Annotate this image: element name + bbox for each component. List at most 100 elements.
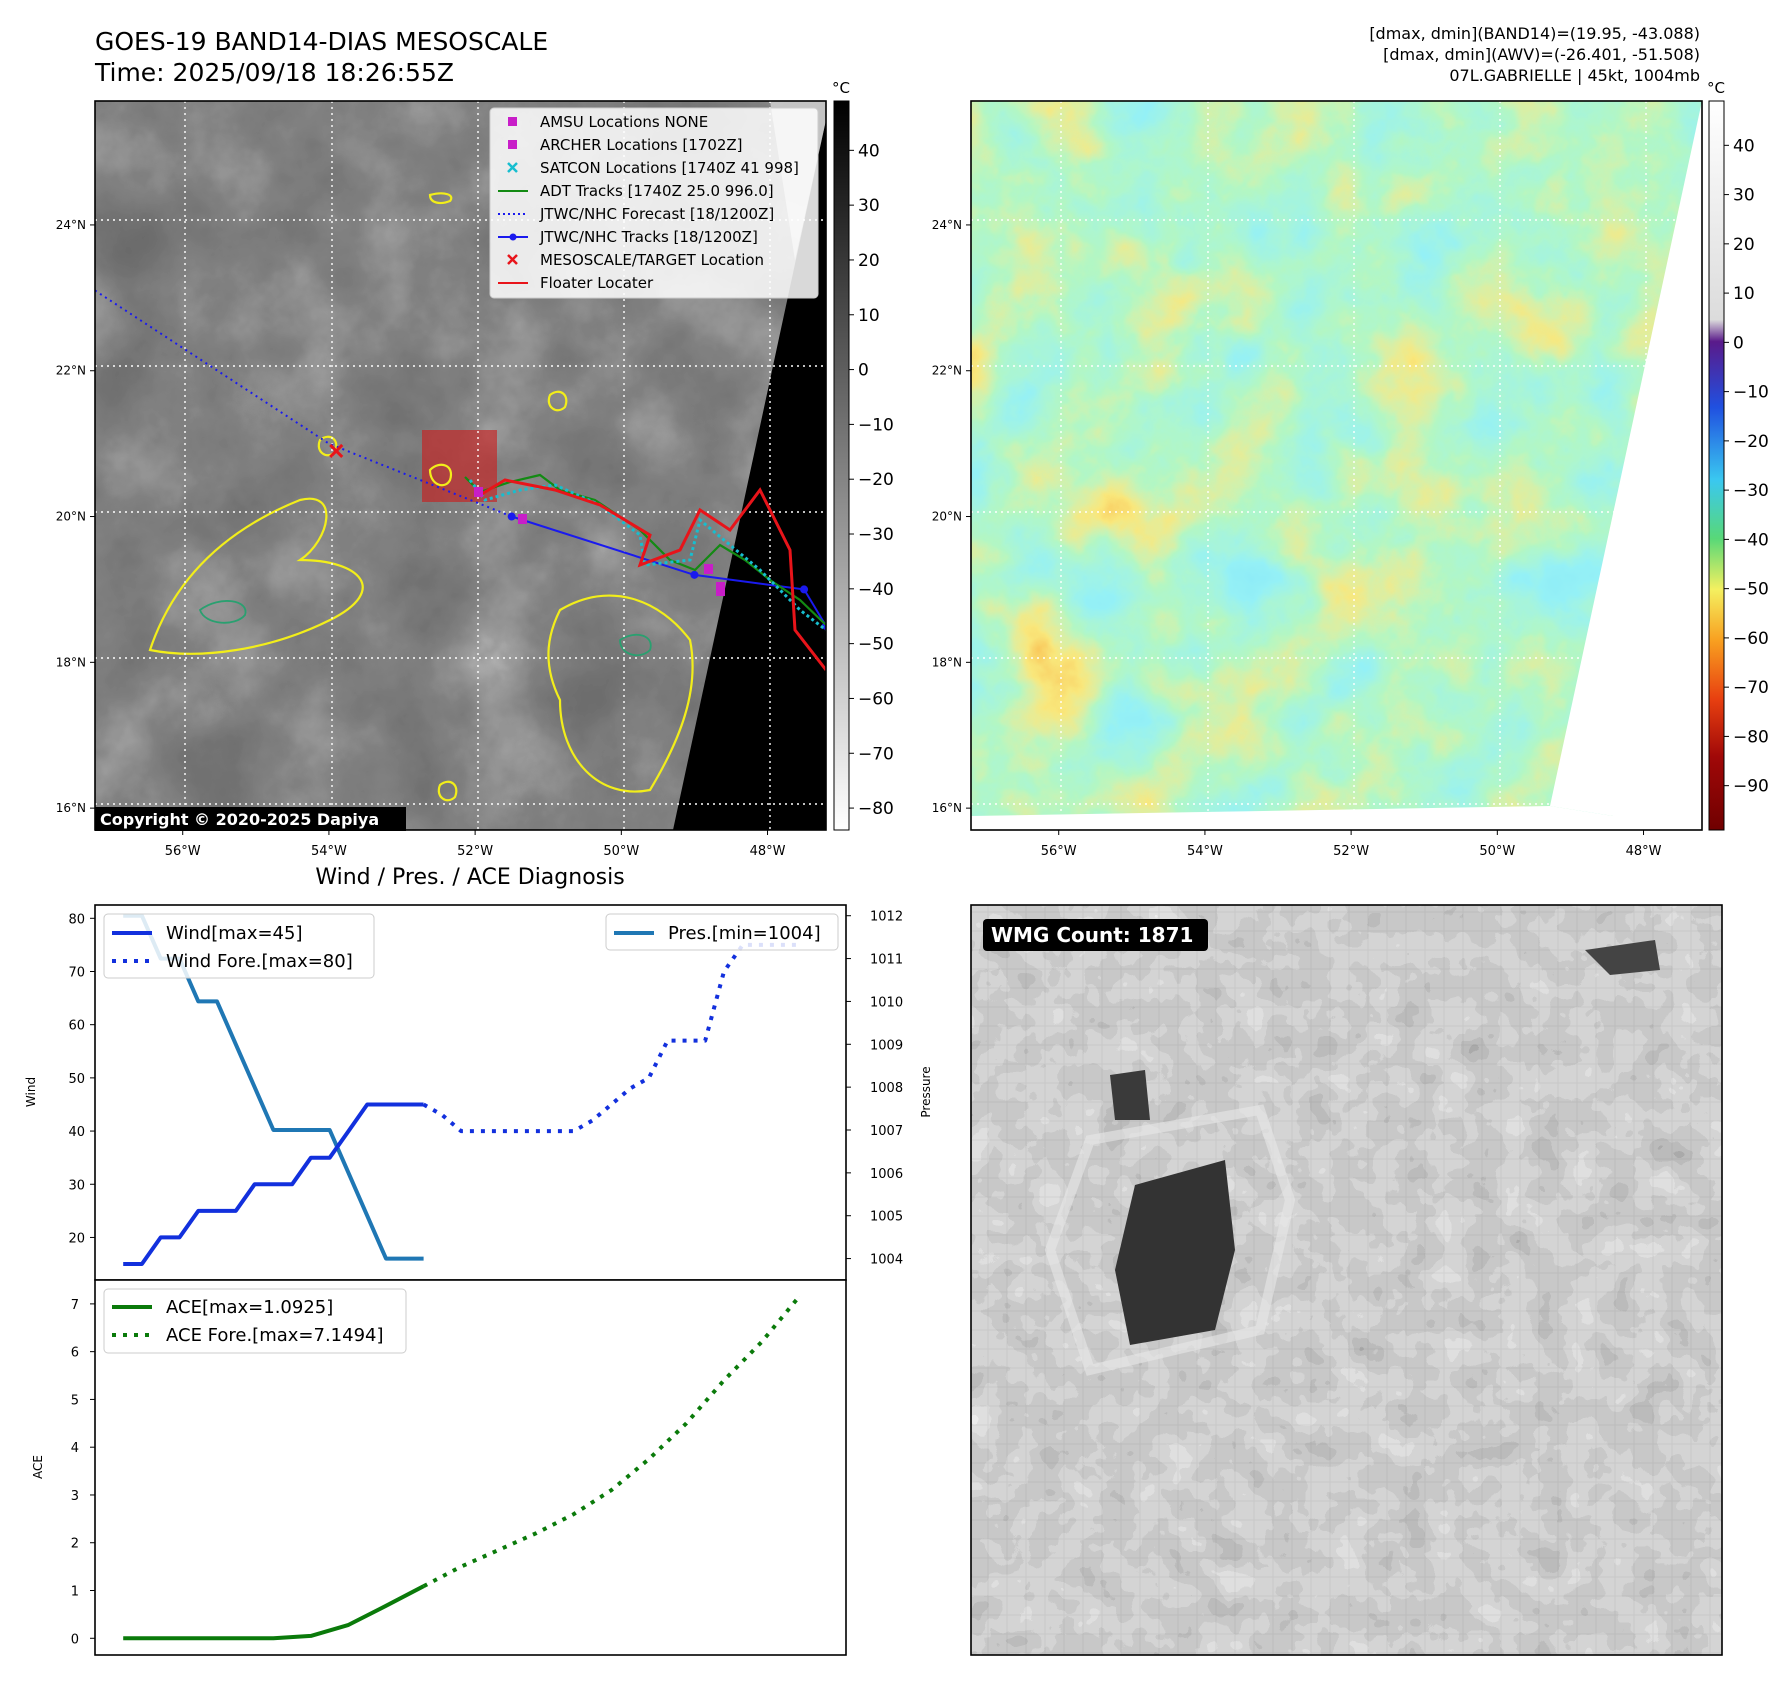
colorbar-tick-label: 20	[1733, 235, 1755, 255]
x-tick-label: 54°W	[311, 844, 347, 859]
colorbar-tick-label: −70	[1733, 678, 1769, 698]
awv-graticule	[971, 101, 1702, 830]
awv-colorbar-unit: °C	[1707, 79, 1725, 97]
legend-entry: JTWC/NHC Forecast [18/1200Z]	[498, 205, 774, 223]
legend-entry: SATCON Locations [1740Z 41 998]	[507, 159, 799, 177]
wind-tick-label: 50	[68, 1072, 85, 1087]
archer-markers	[474, 487, 725, 596]
x-tick-label: 48°W	[750, 844, 786, 859]
colorbar-tick-label: −70	[858, 744, 894, 764]
y-tick-label: 22°N	[932, 364, 962, 378]
pressure-legend-box	[605, 913, 839, 951]
target-marker	[329, 443, 344, 458]
awv-x-ticks: 56°W 54°W 52°W 50°W 48°W	[1041, 830, 1662, 859]
wind-legend-box	[103, 913, 375, 979]
band14-map: 56°W 54°W 52°W 50°W 48°W 24°N 22°N 20°N 18°N 16°…	[56, 79, 894, 859]
band14-y-ticks: 24°N 22°N 20°N 18°N 16°N	[56, 218, 95, 815]
legend-entry: Floater Locater	[498, 274, 654, 292]
colorbar-tick-label: 20	[858, 251, 880, 271]
ace-tick-label: 4	[71, 1441, 79, 1456]
legend-square-icon	[508, 140, 517, 149]
wmg-frame	[970, 904, 1723, 1656]
colorbar-tick-label: 30	[858, 196, 880, 216]
legend-label: AMSU Locations NONE	[540, 113, 708, 131]
jtwc-track-line	[511, 515, 826, 627]
legend-x-icon	[507, 254, 518, 265]
colorbar-tick-label: −80	[1733, 727, 1769, 747]
wind-tick-label: 60	[68, 1019, 85, 1034]
colorbar-tick-label: 10	[1733, 284, 1755, 304]
pressure-axis-label: Pressure	[919, 1066, 933, 1117]
legend-label: Floater Locater	[540, 274, 654, 292]
y-tick-label: 24°N	[932, 218, 962, 232]
wmg-count-badge	[983, 919, 1208, 951]
colorbar-tick-label: −60	[1733, 629, 1769, 649]
ace-legend-label: ACE[max=1.0925]	[166, 1297, 333, 1318]
jtwc-track-point	[690, 570, 699, 579]
colorbar-tick-label: −10	[858, 415, 894, 435]
y-tick-label: 22°N	[56, 364, 86, 378]
no-data-region	[673, 101, 826, 830]
copyright-box	[95, 807, 406, 831]
stats-storm: 07L.GABRIELLE | 45kt, 1004mb	[1449, 66, 1700, 85]
pressure-tick-label: 1011	[870, 953, 903, 968]
storm-tracks	[95, 289, 826, 671]
colorbar-tick-label: 40	[1733, 136, 1755, 156]
figure-time: Time: 2025/09/18 18:26:55Z	[94, 58, 454, 87]
legend-entry: AMSU Locations NONE	[508, 113, 708, 131]
colorbar-tick-label: −50	[1733, 580, 1769, 600]
wind-tick-label: 70	[68, 965, 85, 980]
wmg-count-label: WMG Count: 1871	[991, 923, 1193, 947]
copyright-text: Copyright © 2020-2025 Dapiya	[100, 810, 379, 829]
ace-chart: 0 1 2 3 4 5 6 7 ACE ACE[max=1.0925] ACE Fore.[ma…	[31, 1279, 847, 1656]
wind-forecast-legend-label: Wind Fore.[max=80]	[166, 951, 353, 972]
colorbar-tick-label: −50	[858, 635, 894, 655]
x-tick-label: 56°W	[165, 844, 201, 859]
colorbar-tick-label: −80	[858, 799, 894, 819]
awv-map: 56°W 54°W 52°W 50°W 48°W 24°N 22°N 20°N 18°N 16°…	[932, 79, 1769, 859]
ace-tick-label: 7	[71, 1298, 79, 1313]
band14-frame	[94, 100, 827, 831]
awv-frame	[970, 100, 1703, 831]
cold-cloud-contours	[148, 192, 694, 802]
jtwc-track-point	[800, 585, 809, 594]
wmg-panel: WMG Count: 1871	[970, 904, 1723, 1656]
x-tick-label: 50°W	[1479, 844, 1515, 859]
ace-legend-box	[103, 1288, 407, 1354]
pressure-tick-label: 1004	[870, 1253, 903, 1268]
x-tick-label: 52°W	[457, 844, 493, 859]
colorbar-tick-label: −20	[1733, 432, 1769, 452]
ace-axis-label: ACE	[31, 1455, 45, 1479]
pressure-tick-label: 1012	[870, 910, 903, 925]
y-tick-label: 18°N	[56, 655, 86, 669]
colorbar-tick-label: −30	[1733, 481, 1769, 501]
x-tick-label: 52°W	[1333, 844, 1369, 859]
ace-legend: ACE[max=1.0925] ACE Fore.[max=7.1494]	[103, 1288, 407, 1354]
awv-colorbar-ticks: 40 30 20 10 0 −10 −20 −30 −40 −50 −60 −70 −80 −90	[1724, 136, 1769, 797]
y-tick-label: 20°N	[56, 510, 86, 524]
stats-awv: [dmax, dmin](AWV)=(-26.401, -51.508)	[1383, 45, 1700, 64]
x-tick-label: 56°W	[1041, 844, 1077, 859]
colorbar-tick-label: 0	[858, 361, 869, 381]
colorbar-tick-label: 40	[858, 141, 880, 161]
band14-legend: AMSU Locations NONE ARCHER Locations [170…	[489, 107, 819, 299]
legend-label: ARCHER Locations [1702Z]	[540, 136, 743, 154]
legend-x-icon	[507, 162, 518, 173]
y-tick-label: 18°N	[932, 655, 962, 669]
ace-tick-label: 2	[71, 1537, 79, 1552]
floater-locater-line	[479, 478, 826, 671]
wind-legend-label: Wind[max=45]	[166, 923, 303, 944]
pressure-tick-label: 1010	[870, 995, 903, 1010]
colorbar-tick-label: −40	[1733, 530, 1769, 550]
legend-label: SATCON Locations [1740Z 41 998]	[540, 159, 799, 177]
pressure-tick-label: 1009	[870, 1038, 903, 1053]
x-tick-label: 50°W	[603, 844, 639, 859]
x-tick-label: 54°W	[1187, 844, 1223, 859]
awv-colorbar	[1708, 100, 1725, 831]
wind-axis-label: Wind	[24, 1077, 38, 1107]
pressure-tick-label: 1007	[870, 1124, 903, 1139]
x-tick-label: 48°W	[1626, 844, 1662, 859]
legend-label: MESOSCALE/TARGET Location	[540, 251, 764, 269]
wind-tick-label: 30	[68, 1178, 85, 1193]
